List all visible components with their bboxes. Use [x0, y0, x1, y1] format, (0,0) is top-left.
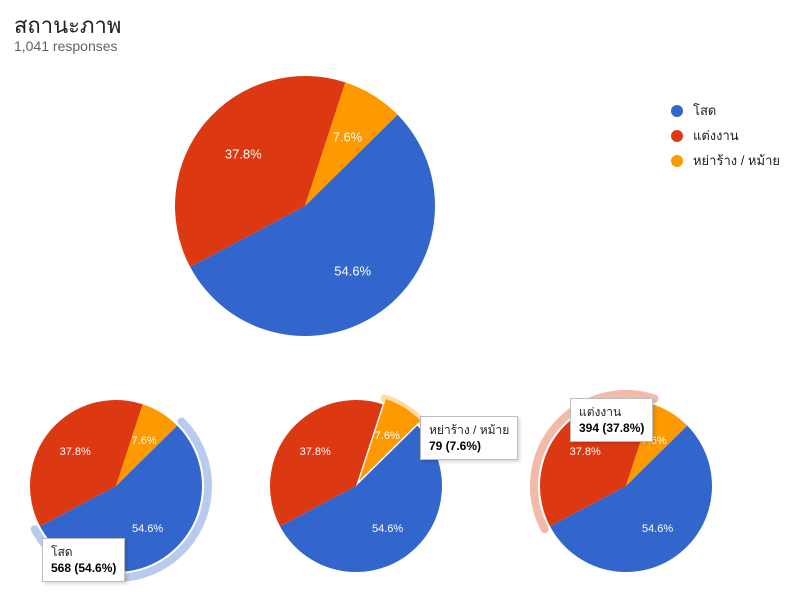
tooltip: หย่าร้าง / หม้าย79 (7.6%) — [420, 416, 518, 460]
pie-svg — [161, 62, 449, 350]
tooltip-name: หย่าร้าง / หม้าย — [429, 422, 509, 438]
legend-label: หย่าร้าง / หม้าย — [693, 150, 780, 171]
tooltip: โสด568 (54.6%) — [42, 538, 125, 582]
pie-chart: 37.8%7.6%54.6% — [161, 62, 449, 350]
legend-dot-icon — [671, 105, 683, 117]
legend-label: แต่งงาน — [693, 125, 739, 146]
tooltip-name: โสด — [51, 544, 116, 560]
legend-label: โสด — [693, 100, 716, 121]
legend-item: แต่งงาน — [671, 125, 780, 146]
tooltip-value: 79 (7.6%) — [429, 438, 509, 454]
tooltip: แต่งงาน394 (37.8%) — [570, 398, 653, 442]
legend-item: โสด — [671, 100, 780, 121]
legend: โสดแต่งงานหย่าร้าง / หม้าย — [671, 100, 780, 175]
legend-dot-icon — [671, 155, 683, 167]
legend-dot-icon — [671, 130, 683, 142]
legend-item: หย่าร้าง / หม้าย — [671, 150, 780, 171]
response-count: 1,041 responses — [14, 38, 118, 54]
tooltip-value: 568 (54.6%) — [51, 560, 116, 576]
tooltip-name: แต่งงาน — [579, 404, 644, 420]
tooltip-value: 394 (37.8%) — [579, 420, 644, 436]
